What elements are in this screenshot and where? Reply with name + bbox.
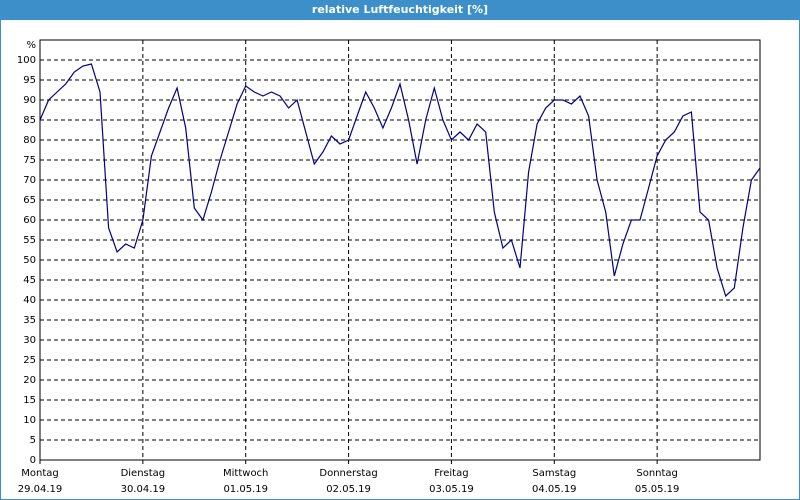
- y-tick-label: 45: [23, 275, 36, 286]
- x-tick-date: 04.05.19: [532, 484, 577, 495]
- y-tick-label: 75: [23, 155, 36, 166]
- data-line: [39, 63, 761, 298]
- x-tick-weekday: Donnerstag: [319, 468, 377, 479]
- x-tick-weekday: Sonntag: [636, 468, 678, 479]
- x-tick-weekday: Dienstag: [121, 468, 166, 479]
- y-tick-label: 5: [30, 435, 36, 446]
- y-tick-label: 30: [23, 335, 36, 346]
- y-tick-label: 100: [17, 55, 36, 66]
- y-tick-label: 40: [23, 295, 36, 306]
- y-tick-label: 0: [30, 455, 36, 466]
- y-tick-label: 60: [23, 215, 36, 226]
- x-tick-date: 02.05.19: [326, 484, 371, 495]
- x-tick-weekday: Mittwoch: [223, 468, 268, 479]
- y-tick-label: 15: [23, 395, 36, 406]
- x-tick-weekday: Samstag: [532, 468, 576, 479]
- x-tick-date: 29.04.19: [18, 484, 63, 495]
- x-tick-weekday: Freitag: [434, 468, 468, 479]
- y-tick-label: 95: [23, 75, 36, 86]
- x-tick-date: 30.04.19: [121, 484, 166, 495]
- y-tick-label: 90: [23, 95, 36, 106]
- y-tick-label: 55: [23, 235, 36, 246]
- y-tick-label: 85: [23, 115, 36, 126]
- y-tick-label: 25: [23, 355, 36, 366]
- y-tick-label: 80: [23, 135, 36, 146]
- x-tick-date: 01.05.19: [223, 484, 268, 495]
- y-tick-label: 70: [23, 175, 36, 186]
- y-tick-label: 65: [23, 195, 36, 206]
- y-tick-label: 10: [23, 415, 36, 426]
- y-tick-label: 35: [23, 315, 36, 326]
- x-tick-date: 03.05.19: [429, 484, 474, 495]
- y-tick-label: 50: [23, 255, 36, 266]
- title-bar: [0, 0, 800, 20]
- y-unit: %: [26, 40, 36, 51]
- x-tick-weekday: Montag: [21, 468, 58, 479]
- chart-title: relative Luftfeuchtigkeit [%]: [312, 3, 488, 16]
- y-tick-label: 20: [23, 375, 36, 386]
- x-tick-date: 05.05.19: [635, 484, 680, 495]
